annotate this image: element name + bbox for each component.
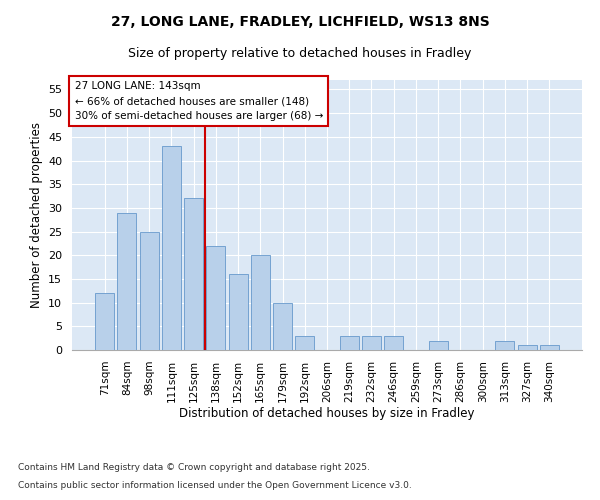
Bar xyxy=(384,336,403,350)
Bar xyxy=(162,146,181,350)
Bar xyxy=(229,274,248,350)
Bar xyxy=(340,336,359,350)
Bar xyxy=(95,293,114,350)
Bar xyxy=(184,198,203,350)
Text: 27 LONG LANE: 143sqm
← 66% of detached houses are smaller (148)
30% of semi-deta: 27 LONG LANE: 143sqm ← 66% of detached h… xyxy=(74,82,323,121)
Bar xyxy=(118,212,136,350)
Bar xyxy=(496,340,514,350)
Bar xyxy=(362,336,381,350)
X-axis label: Distribution of detached houses by size in Fradley: Distribution of detached houses by size … xyxy=(179,408,475,420)
Y-axis label: Number of detached properties: Number of detached properties xyxy=(29,122,43,308)
Bar xyxy=(295,336,314,350)
Bar xyxy=(140,232,158,350)
Bar xyxy=(273,302,292,350)
Bar xyxy=(540,346,559,350)
Text: 27, LONG LANE, FRADLEY, LICHFIELD, WS13 8NS: 27, LONG LANE, FRADLEY, LICHFIELD, WS13 … xyxy=(110,15,490,29)
Bar xyxy=(518,346,536,350)
Text: Size of property relative to detached houses in Fradley: Size of property relative to detached ho… xyxy=(128,48,472,60)
Bar xyxy=(206,246,225,350)
Text: Contains HM Land Registry data © Crown copyright and database right 2025.: Contains HM Land Registry data © Crown c… xyxy=(18,464,370,472)
Text: Contains public sector information licensed under the Open Government Licence v3: Contains public sector information licen… xyxy=(18,481,412,490)
Bar xyxy=(429,340,448,350)
Bar xyxy=(251,256,270,350)
